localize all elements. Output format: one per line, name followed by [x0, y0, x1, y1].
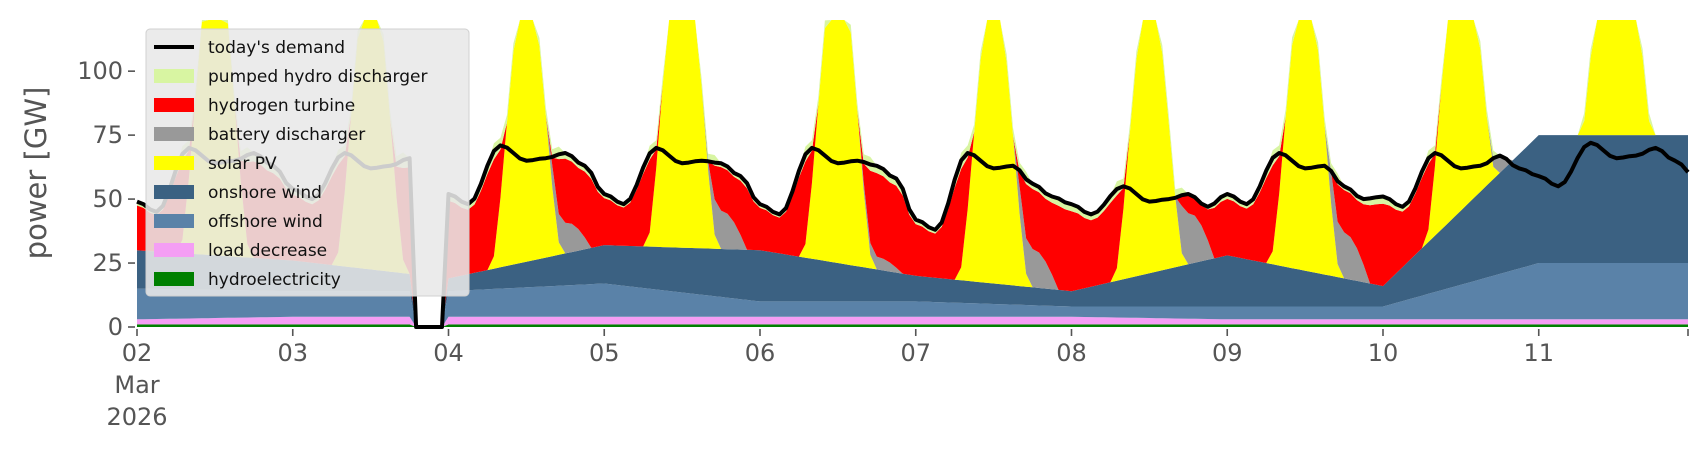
x-tick-label-03: 03	[277, 339, 308, 367]
x-tick-label-11: 11	[1523, 339, 1554, 367]
x-tick-month-label: Mar	[114, 371, 159, 399]
y-tick-label-50: 50	[92, 185, 123, 213]
legend-label-demand: today's demand	[208, 38, 345, 58]
x-tick-label-07: 07	[900, 339, 931, 367]
axes: 0 25 50 75 100 02 Mar 2026 03 04 05 06 07 08 09 10 11	[77, 57, 1689, 431]
legend-label-onwind: onshore wind	[208, 183, 322, 203]
series-areas	[137, 20, 1688, 327]
x-tick-label-10: 10	[1368, 339, 1399, 367]
legend-swatch-hydro	[154, 272, 194, 286]
legend-label-h2: hydrogen turbine	[208, 96, 355, 116]
legend-swatch-solar	[154, 156, 194, 170]
area-load	[137, 316, 1688, 327]
area-solar	[137, 20, 1688, 327]
y-axis-label: power [GW]	[19, 87, 53, 260]
y-tick-label-100: 100	[77, 57, 123, 85]
legend-label-offwind: offshore wind	[208, 212, 323, 232]
area-hydro	[137, 324, 1688, 327]
legend-box	[145, 28, 470, 297]
legend-swatch-load	[154, 243, 194, 257]
area-onwind	[137, 135, 1688, 327]
legend-swatch-battery	[154, 127, 194, 141]
legend-swatch-h2	[154, 98, 194, 112]
x-tick-label-08: 08	[1056, 339, 1087, 367]
x-tick-label-05: 05	[589, 339, 620, 367]
legend-label-load: load decrease	[208, 241, 327, 261]
legend-label-battery: battery discharger	[208, 125, 365, 145]
y-tick-label-0: 0	[108, 313, 123, 341]
x-tick-label-04: 04	[433, 339, 464, 367]
x-tick-label-09: 09	[1212, 339, 1243, 367]
area-offwind	[137, 263, 1688, 327]
legend-label-phs: pumped hydro discharger	[208, 67, 427, 87]
legend: today's demand pumped hydro discharger hyd…	[145, 28, 470, 297]
x-tick-label-02: 02	[122, 339, 153, 367]
x-tick-year-label: 2026	[106, 403, 167, 431]
legend-swatch-onwind	[154, 185, 194, 199]
legend-swatch-offwind	[154, 214, 194, 228]
y-tick-label-75: 75	[92, 121, 123, 149]
legend-label-solar: solar PV	[208, 154, 277, 174]
legend-label-hydro: hydroelectricity	[208, 270, 341, 290]
x-tick-label-06: 06	[745, 339, 776, 367]
legend-swatch-phs	[154, 69, 194, 83]
area-h2	[137, 20, 1688, 327]
y-tick-label-25: 25	[92, 249, 123, 277]
